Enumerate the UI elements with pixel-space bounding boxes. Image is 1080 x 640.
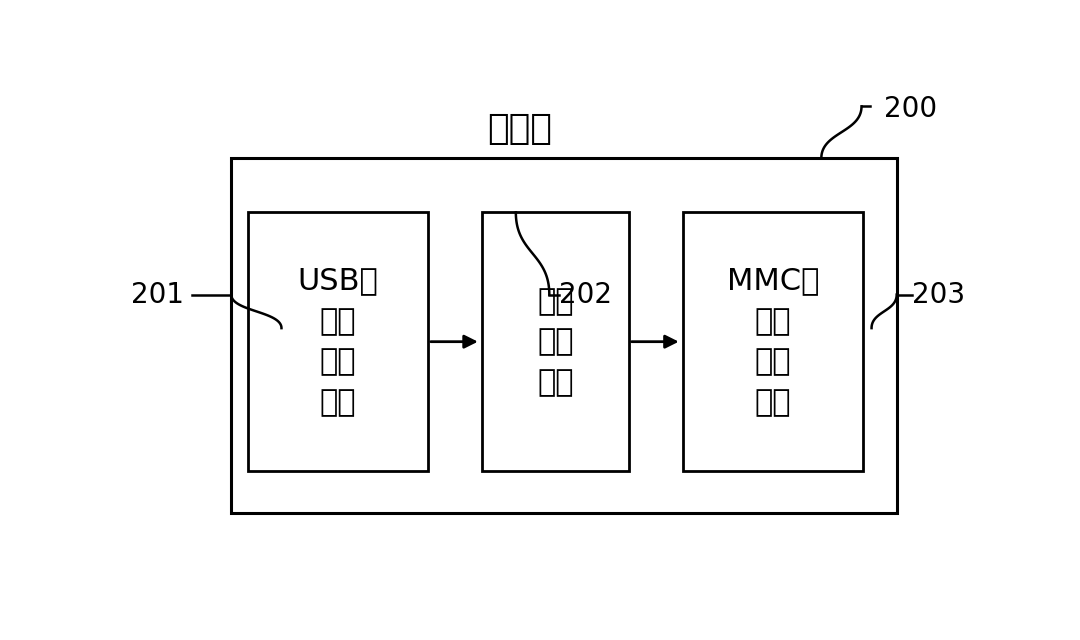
- Text: 信号
转换
模块: 信号 转换 模块: [538, 287, 573, 397]
- Bar: [684, 212, 863, 471]
- Text: 控制器: 控制器: [487, 111, 553, 145]
- Bar: [483, 212, 629, 471]
- Text: 203: 203: [912, 280, 964, 308]
- Text: MMC从
设备
功能
模块: MMC从 设备 功能 模块: [727, 266, 820, 417]
- Bar: [248, 212, 428, 471]
- Text: 200: 200: [885, 95, 937, 123]
- Text: 201: 201: [131, 280, 184, 308]
- Bar: [231, 158, 896, 513]
- Text: USB从
设备
功能
模块: USB从 设备 功能 模块: [298, 266, 378, 417]
- Text: 202: 202: [558, 280, 611, 308]
